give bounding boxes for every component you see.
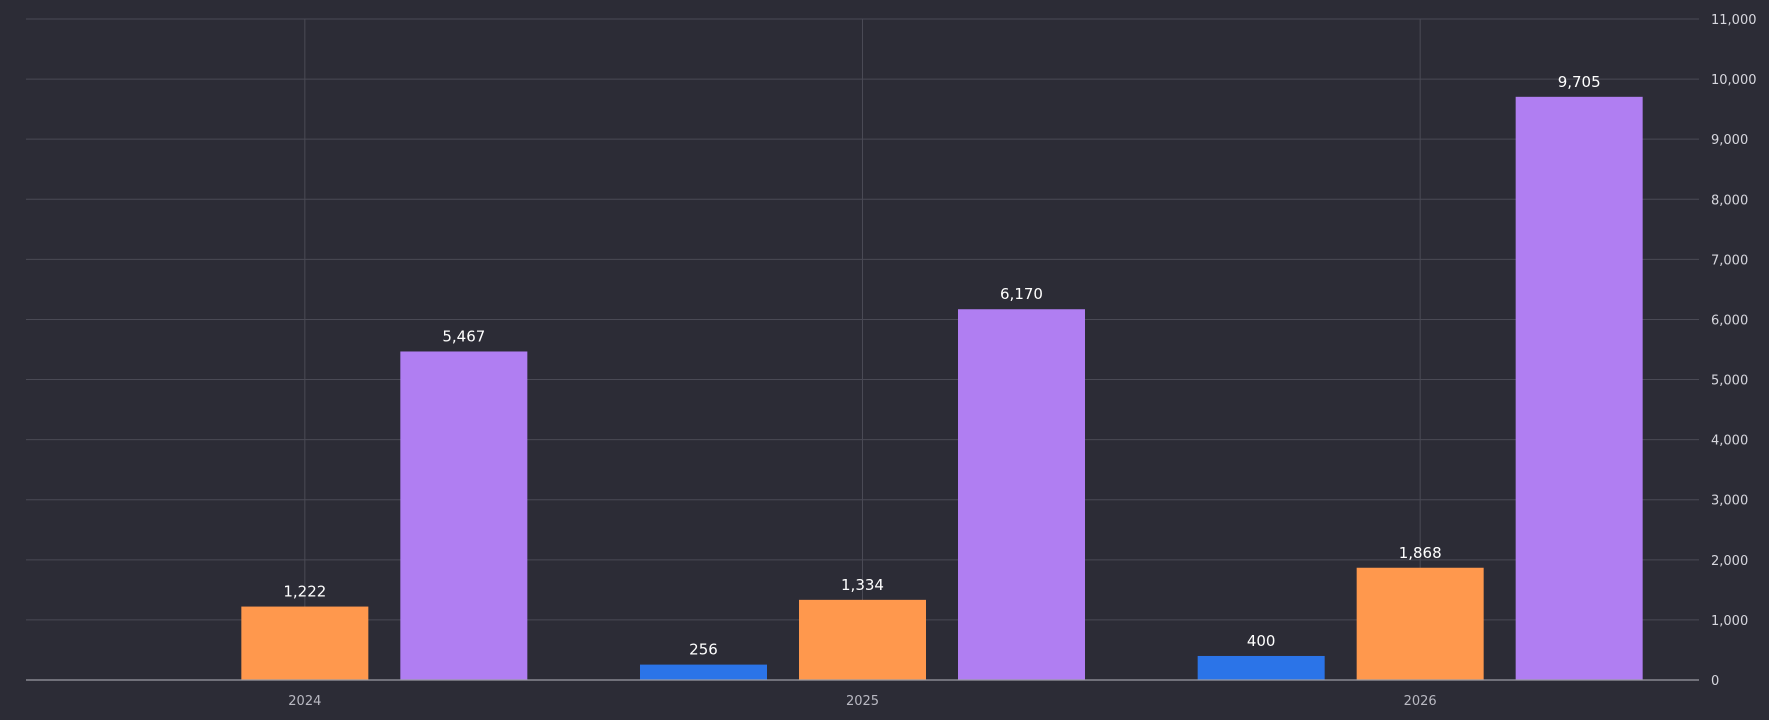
y-tick-label: 6,000 — [1711, 313, 1748, 328]
data-label: 1,334 — [841, 576, 884, 594]
data-label: 256 — [689, 641, 718, 659]
y-tick-label: 9,000 — [1711, 133, 1748, 148]
y-tick-label: 7,000 — [1711, 253, 1748, 268]
y-tick-label: 0 — [1711, 674, 1719, 689]
data-label: 6,170 — [1000, 285, 1043, 303]
y-tick-label: 8,000 — [1711, 193, 1748, 208]
bar — [799, 599, 926, 680]
bar — [958, 309, 1085, 680]
y-tick-label: 2,000 — [1711, 554, 1748, 569]
x-tick-label: 2026 — [1404, 694, 1437, 709]
bar — [1197, 655, 1325, 680]
bar — [640, 664, 767, 680]
data-label: 1,222 — [283, 583, 326, 601]
bar-layer — [241, 96, 1643, 680]
bar — [1515, 96, 1643, 680]
bar — [1356, 567, 1484, 680]
data-label: 5,467 — [442, 327, 485, 345]
y-tick-label: 5,000 — [1711, 374, 1748, 389]
data-label: 1,868 — [1399, 544, 1442, 562]
y-tick-label: 3,000 — [1711, 494, 1748, 509]
y-tick-label: 1,000 — [1711, 614, 1748, 629]
label-layer: 1,222 5,467 256 1,334 6,170 400 1,868 9,705 — [283, 73, 1600, 659]
bar — [400, 351, 528, 680]
x-tick-label: 2025 — [846, 694, 879, 709]
x-tick-label: 2024 — [288, 694, 321, 709]
y-tick-label: 11,000 — [1711, 13, 1757, 28]
data-label: 400 — [1247, 632, 1276, 650]
y-tick-label: 10,000 — [1711, 73, 1757, 88]
data-label: 9,705 — [1558, 73, 1601, 91]
bar — [241, 606, 369, 680]
axis-layer: 0 1,000 2,000 3,000 4,000 5,000 6,000 7,000 8,00… — [26, 13, 1757, 709]
y-tick-label: 4,000 — [1711, 434, 1748, 449]
